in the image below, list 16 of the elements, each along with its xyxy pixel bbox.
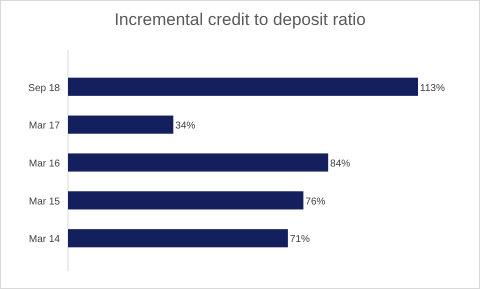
y-tick-label: Mar 14 (28, 234, 60, 246)
bar (68, 229, 288, 248)
y-tick-label: Mar 15 (28, 196, 60, 208)
y-tick-label: Mar 17 (28, 120, 60, 132)
data-label: 113% (420, 82, 445, 94)
data-label: 34% (175, 120, 196, 132)
bar (68, 153, 328, 172)
chart-title: Incremental credit to deposit ratio (114, 10, 366, 29)
data-label: 84% (330, 158, 350, 170)
bar (68, 116, 174, 134)
y-tick-label: Sep 18 (28, 82, 60, 94)
data-label: 71% (290, 234, 310, 246)
y-tick-label: Mar 16 (28, 158, 60, 170)
bar (68, 78, 418, 96)
bar (68, 191, 304, 210)
data-label: 76% (305, 196, 326, 208)
